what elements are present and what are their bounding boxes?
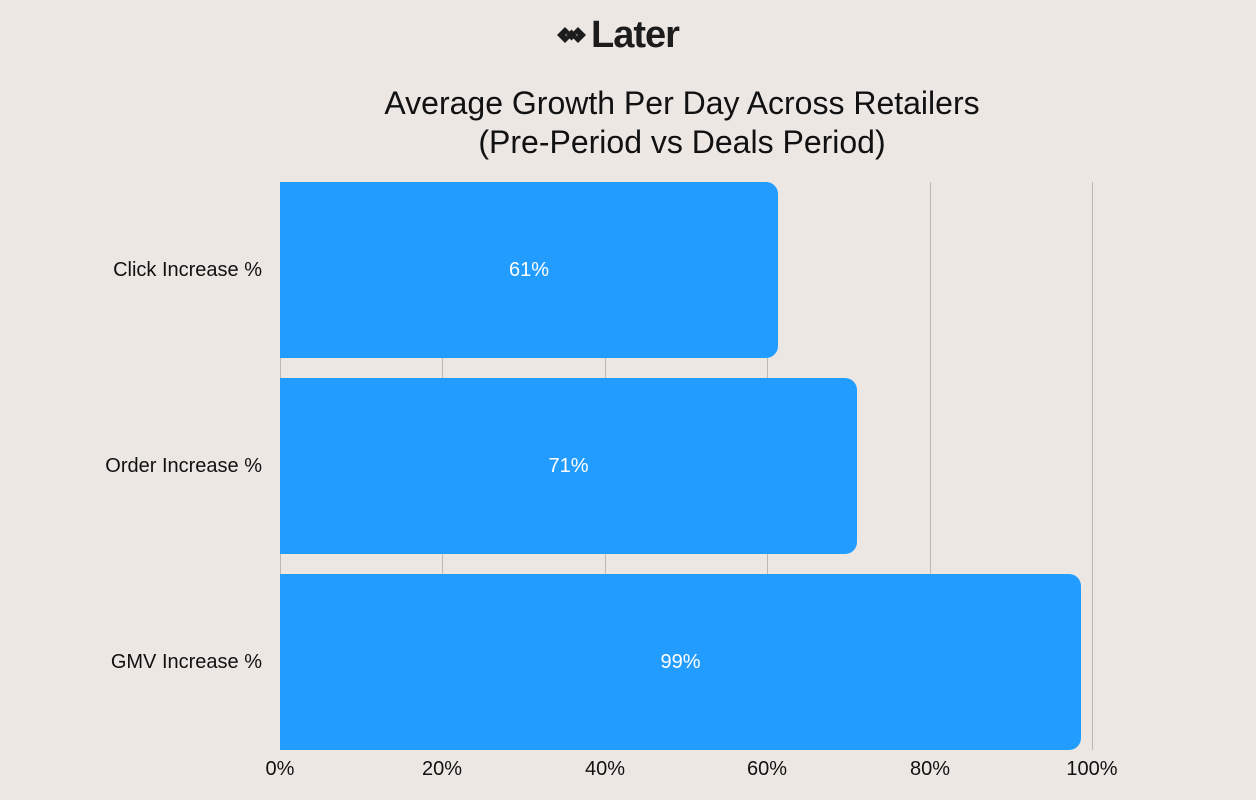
x-tick-label: 60%	[746, 758, 788, 780]
logo-text: Later	[591, 13, 680, 56]
bar-value-label: 99%	[660, 650, 701, 673]
chart-title: Average Growth Per Day Across Retailers …	[0, 84, 1256, 162]
later-diamond-arrows-icon	[557, 23, 587, 47]
x-tick-label: 80%	[909, 758, 951, 780]
x-tick-label: 40%	[584, 758, 626, 780]
gridline-100	[1092, 182, 1093, 750]
category-label: GMV Increase %	[110, 651, 262, 673]
chart-title-line-1: Average Growth Per Day Across Retailers	[384, 85, 980, 121]
x-tick-label: 20%	[421, 758, 463, 780]
later-logo: Later	[557, 13, 680, 56]
bar-gmv-increase: 99%	[280, 574, 1081, 750]
bar-order-increase: 71%	[280, 378, 857, 554]
bar-click-increase: 61%	[280, 182, 778, 358]
bar-value-label: 71%	[548, 454, 589, 477]
gridline-80	[930, 182, 931, 750]
plot-area: 61% 71% 99%	[280, 182, 1093, 750]
x-tick-label: 100%	[1066, 758, 1118, 780]
category-label: Click Increase %	[113, 259, 262, 281]
bar-value-label: 61%	[508, 258, 550, 281]
category-label: Order Increase %	[105, 455, 262, 477]
chart-title-line-2: (Pre-Period vs Deals Period)	[478, 124, 886, 160]
x-tick-label: 0%	[265, 758, 295, 780]
